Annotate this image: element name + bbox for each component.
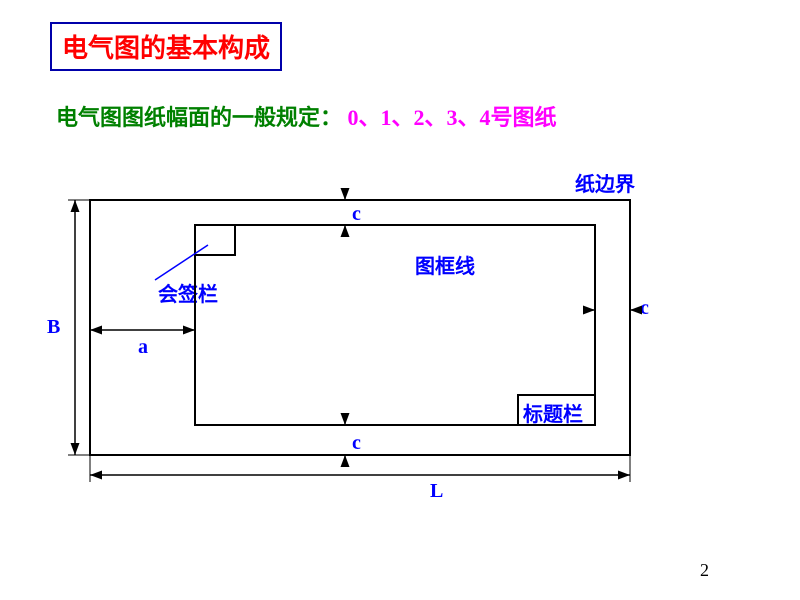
drawing-diagram: [0, 0, 800, 600]
leader-sign: [155, 245, 208, 280]
outer-border: [90, 200, 630, 455]
title-box: [518, 395, 595, 425]
